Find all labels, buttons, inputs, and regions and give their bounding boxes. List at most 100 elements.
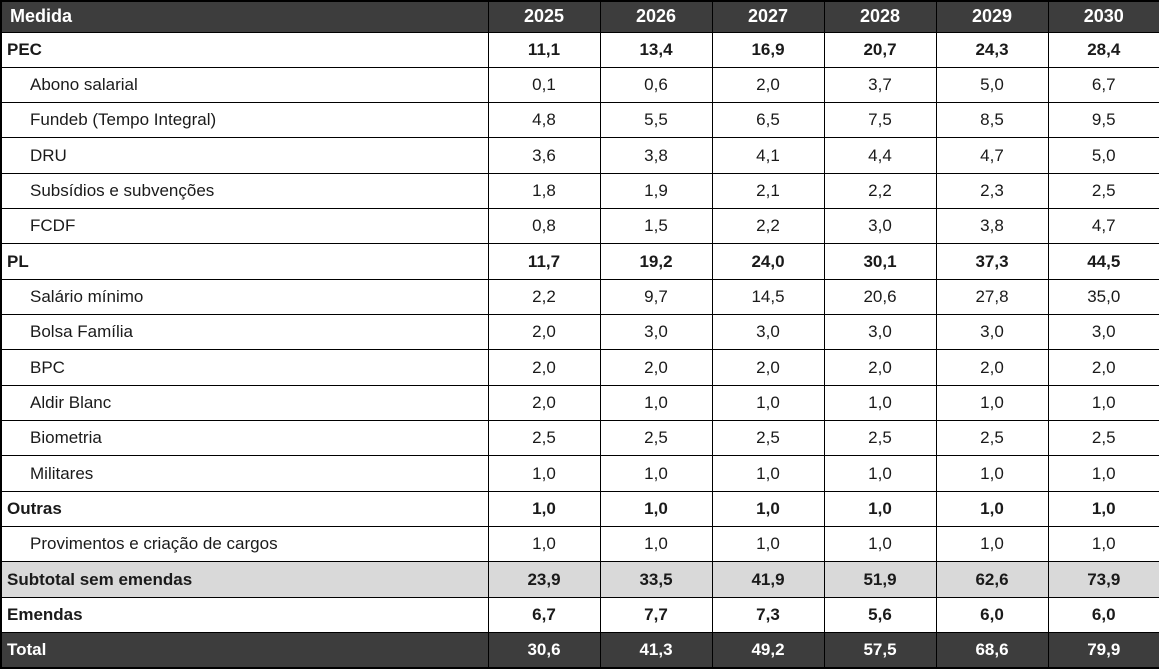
value-cell: 57,5 xyxy=(823,632,937,669)
value-cell: 3,8 xyxy=(599,137,713,174)
value-cell: 1,0 xyxy=(823,490,937,528)
table-row-section: PEC 11,1 13,4 16,9 20,7 24,3 28,4 xyxy=(0,31,1159,68)
value-cell: 11,1 xyxy=(487,31,601,68)
value-cell: 2,5 xyxy=(1047,420,1159,457)
table-row-section: PL 11,7 19,2 24,0 30,1 37,3 44,5 xyxy=(0,243,1159,280)
value-cell: 2,0 xyxy=(711,66,825,104)
value-cell: 6,0 xyxy=(935,596,1049,634)
row-label: Total xyxy=(0,632,489,669)
value-cell: 7,5 xyxy=(823,102,937,139)
value-cell: 1,0 xyxy=(935,384,1049,422)
value-cell: 2,0 xyxy=(487,349,601,386)
table-row-item: Abono salarial 0,1 0,6 2,0 3,7 5,0 6,7 xyxy=(0,66,1159,104)
table-row-total: Total 30,6 41,3 49,2 57,5 68,6 79,9 xyxy=(0,632,1159,669)
value-cell: 41,9 xyxy=(711,561,825,598)
value-cell: 79,9 xyxy=(1047,632,1159,669)
table-row-section: Emendas 6,7 7,7 7,3 5,6 6,0 6,0 xyxy=(0,596,1159,634)
column-header-year-2030: 2030 xyxy=(1047,0,1159,33)
value-cell: 2,2 xyxy=(711,208,825,245)
table-header-row: Medida 2025 2026 2027 2028 2029 2030 xyxy=(0,0,1159,33)
value-cell: 1,0 xyxy=(1047,455,1159,492)
value-cell: 7,3 xyxy=(711,596,825,634)
value-cell: 6,7 xyxy=(1047,66,1159,104)
column-header-year-2025: 2025 xyxy=(487,0,601,33)
value-cell: 2,0 xyxy=(823,349,937,386)
value-cell: 3,6 xyxy=(487,137,601,174)
table-row-item: Provimentos e criação de cargos 1,0 1,0 1,0… xyxy=(0,526,1159,563)
row-label: Salário mínimo xyxy=(0,278,489,316)
value-cell: 20,6 xyxy=(823,278,937,316)
value-cell: 4,1 xyxy=(711,137,825,174)
value-cell: 4,4 xyxy=(823,137,937,174)
value-cell: 1,0 xyxy=(1047,526,1159,563)
table-row-item: Salário mínimo 2,2 9,7 14,5 20,6 27,8 35,0 xyxy=(0,278,1159,316)
value-cell: 1,0 xyxy=(935,455,1049,492)
value-cell: 1,0 xyxy=(1047,384,1159,422)
column-header-medida: Medida xyxy=(0,0,489,33)
value-cell: 1,0 xyxy=(487,490,601,528)
row-label: DRU xyxy=(0,137,489,174)
value-cell: 2,5 xyxy=(487,420,601,457)
value-cell: 33,5 xyxy=(599,561,713,598)
value-cell: 1,0 xyxy=(599,490,713,528)
value-cell: 1,0 xyxy=(935,490,1049,528)
value-cell: 5,0 xyxy=(1047,137,1159,174)
value-cell: 0,1 xyxy=(487,66,601,104)
value-cell: 2,0 xyxy=(487,384,601,422)
value-cell: 23,9 xyxy=(487,561,601,598)
row-label: BPC xyxy=(0,349,489,386)
column-header-year-2028: 2028 xyxy=(823,0,937,33)
value-cell: 0,6 xyxy=(599,66,713,104)
value-cell: 68,6 xyxy=(935,632,1049,669)
value-cell: 2,0 xyxy=(711,349,825,386)
column-header-year-2026: 2026 xyxy=(599,0,713,33)
value-cell: 51,9 xyxy=(823,561,937,598)
value-cell: 5,0 xyxy=(935,66,1049,104)
value-cell: 28,4 xyxy=(1047,31,1159,68)
value-cell: 5,5 xyxy=(599,102,713,139)
row-label: Biometria xyxy=(0,420,489,457)
value-cell: 27,8 xyxy=(935,278,1049,316)
value-cell: 20,7 xyxy=(823,31,937,68)
value-cell: 3,0 xyxy=(711,314,825,351)
value-cell: 1,0 xyxy=(823,384,937,422)
table-row-item: Aldir Blanc 2,0 1,0 1,0 1,0 1,0 1,0 xyxy=(0,384,1159,422)
table-row-item: Fundeb (Tempo Integral) 4,8 5,5 6,5 7,5 8,5 9,… xyxy=(0,102,1159,139)
row-label: Militares xyxy=(0,455,489,492)
value-cell: 1,0 xyxy=(599,384,713,422)
value-cell: 8,5 xyxy=(935,102,1049,139)
value-cell: 11,7 xyxy=(487,243,601,280)
value-cell: 1,8 xyxy=(487,172,601,210)
value-cell: 3,8 xyxy=(935,208,1049,245)
table-row-item: Subsídios e subvenções 1,8 1,9 2,1 2,2 2,3 2,5 xyxy=(0,172,1159,210)
value-cell: 4,7 xyxy=(935,137,1049,174)
value-cell: 3,0 xyxy=(599,314,713,351)
row-label: FCDF xyxy=(0,208,489,245)
table-row-item: DRU 3,6 3,8 4,1 4,4 4,7 5,0 xyxy=(0,137,1159,174)
value-cell: 62,6 xyxy=(935,561,1049,598)
value-cell: 3,0 xyxy=(823,208,937,245)
value-cell: 2,0 xyxy=(935,349,1049,386)
column-header-year-2027: 2027 xyxy=(711,0,825,33)
value-cell: 1,0 xyxy=(711,490,825,528)
row-label: Aldir Blanc xyxy=(0,384,489,422)
value-cell: 2,5 xyxy=(1047,172,1159,210)
value-cell: 1,0 xyxy=(599,455,713,492)
value-cell: 7,7 xyxy=(599,596,713,634)
value-cell: 1,0 xyxy=(1047,490,1159,528)
table-row-item: Bolsa Família 2,0 3,0 3,0 3,0 3,0 3,0 xyxy=(0,314,1159,351)
table-row-item: Militares 1,0 1,0 1,0 1,0 1,0 1,0 xyxy=(0,455,1159,492)
value-cell: 14,5 xyxy=(711,278,825,316)
row-label: Emendas xyxy=(0,596,489,634)
value-cell: 19,2 xyxy=(599,243,713,280)
value-cell: 6,0 xyxy=(1047,596,1159,634)
value-cell: 6,5 xyxy=(711,102,825,139)
value-cell: 1,0 xyxy=(823,455,937,492)
table-row-subtotal: Subtotal sem emendas 23,9 33,5 41,9 51,9 62,6… xyxy=(0,561,1159,598)
value-cell: 44,5 xyxy=(1047,243,1159,280)
value-cell: 3,0 xyxy=(1047,314,1159,351)
value-cell: 41,3 xyxy=(599,632,713,669)
value-cell: 1,0 xyxy=(823,526,937,563)
row-label: Provimentos e criação de cargos xyxy=(0,526,489,563)
